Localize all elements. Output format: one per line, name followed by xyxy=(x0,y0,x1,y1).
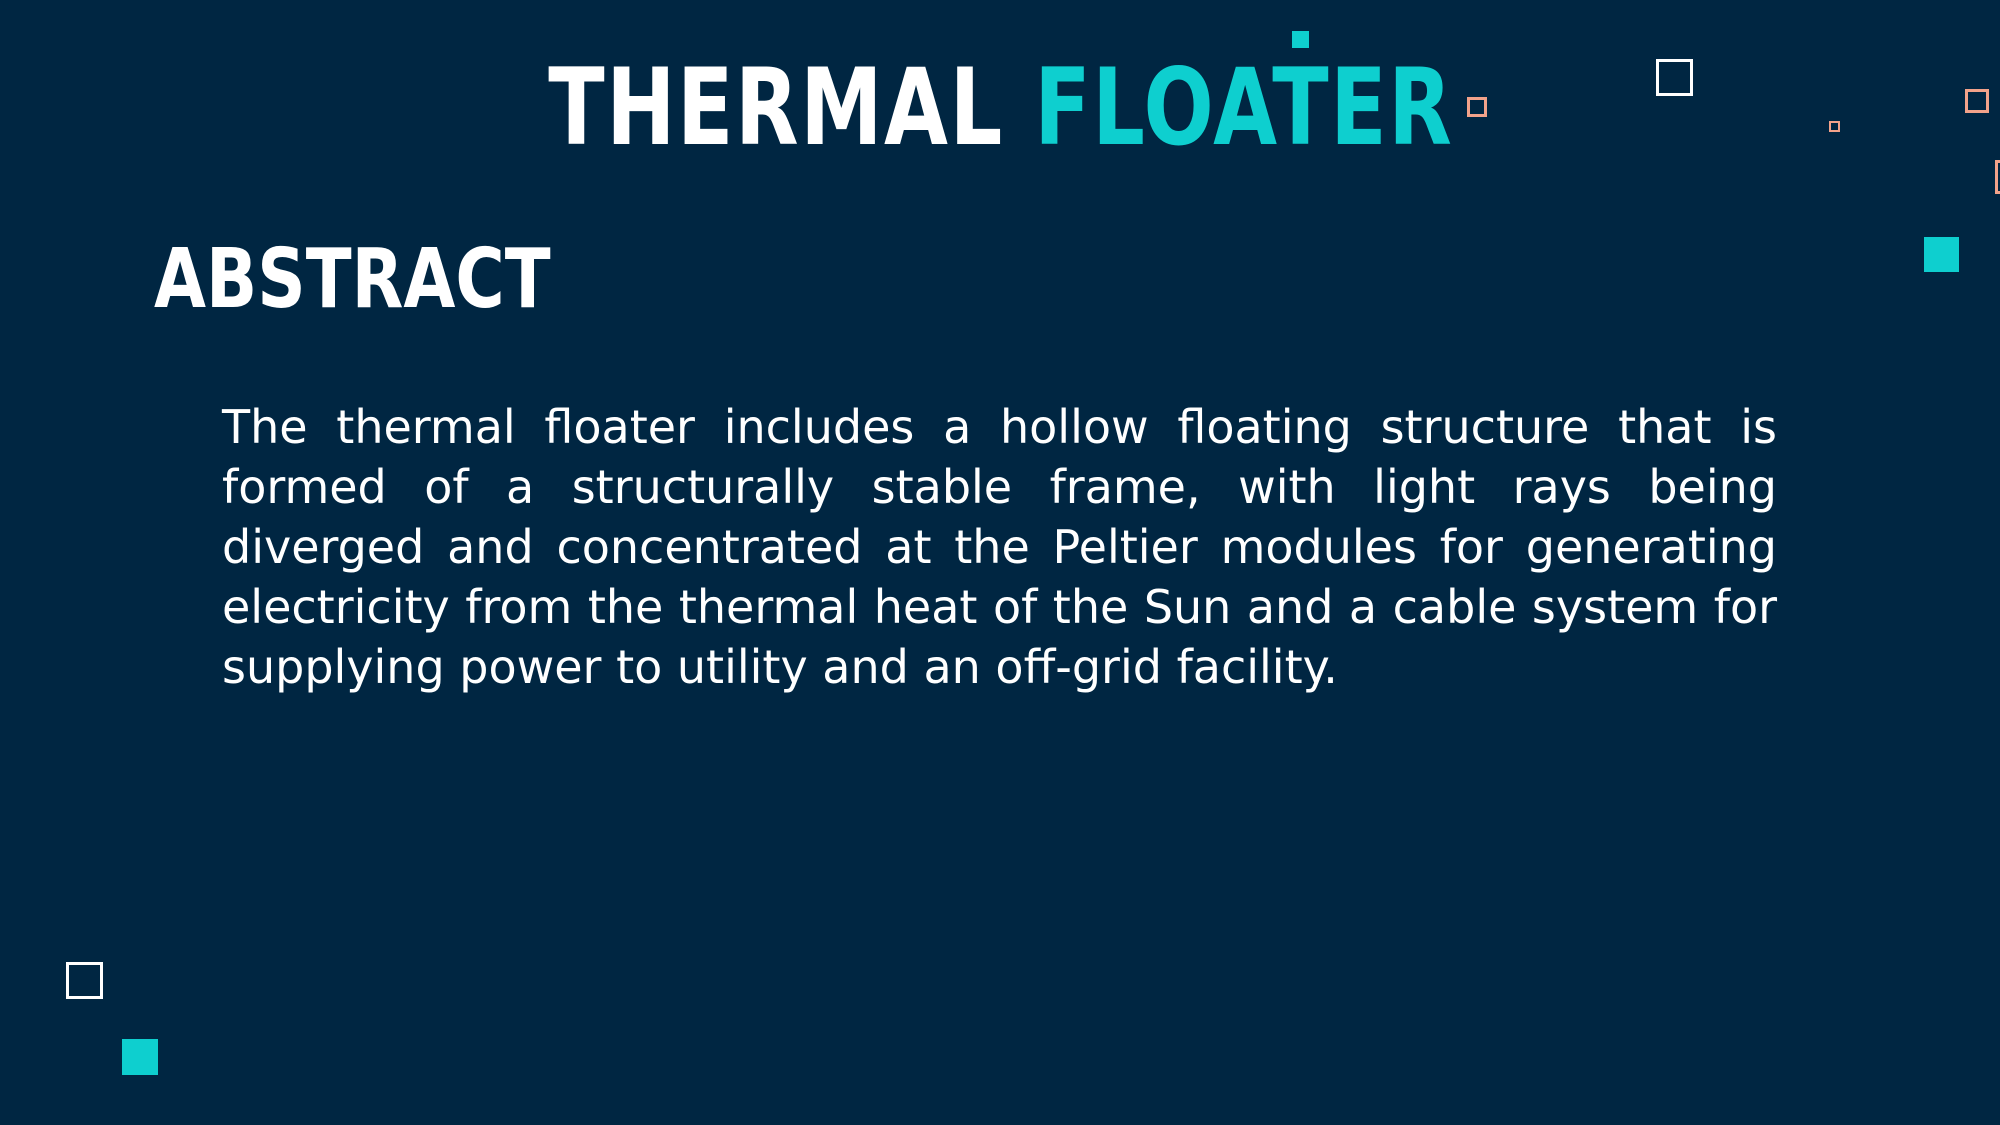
title-accent: FLOATER xyxy=(1034,46,1454,169)
title-main: THERMAL xyxy=(548,46,1004,169)
decor-square-salmon-1 xyxy=(1467,97,1487,117)
decor-square-salmon-2 xyxy=(1829,121,1840,132)
decor-square-teal-bottom xyxy=(122,1039,158,1075)
abstract-paragraph: The thermal floater includes a hollow fl… xyxy=(222,400,1777,694)
decor-square-salmon-4 xyxy=(1995,160,2000,194)
decor-square-white-2 xyxy=(66,962,103,999)
decor-square-white-1 xyxy=(1656,59,1693,96)
slide-title: THERMAL FLOATER xyxy=(221,48,1781,168)
section-heading: ABSTRACT xyxy=(154,232,551,327)
decor-square-teal-right xyxy=(1924,237,1959,272)
decor-square-teal-top xyxy=(1292,31,1309,48)
decor-square-salmon-3 xyxy=(1965,89,1989,113)
